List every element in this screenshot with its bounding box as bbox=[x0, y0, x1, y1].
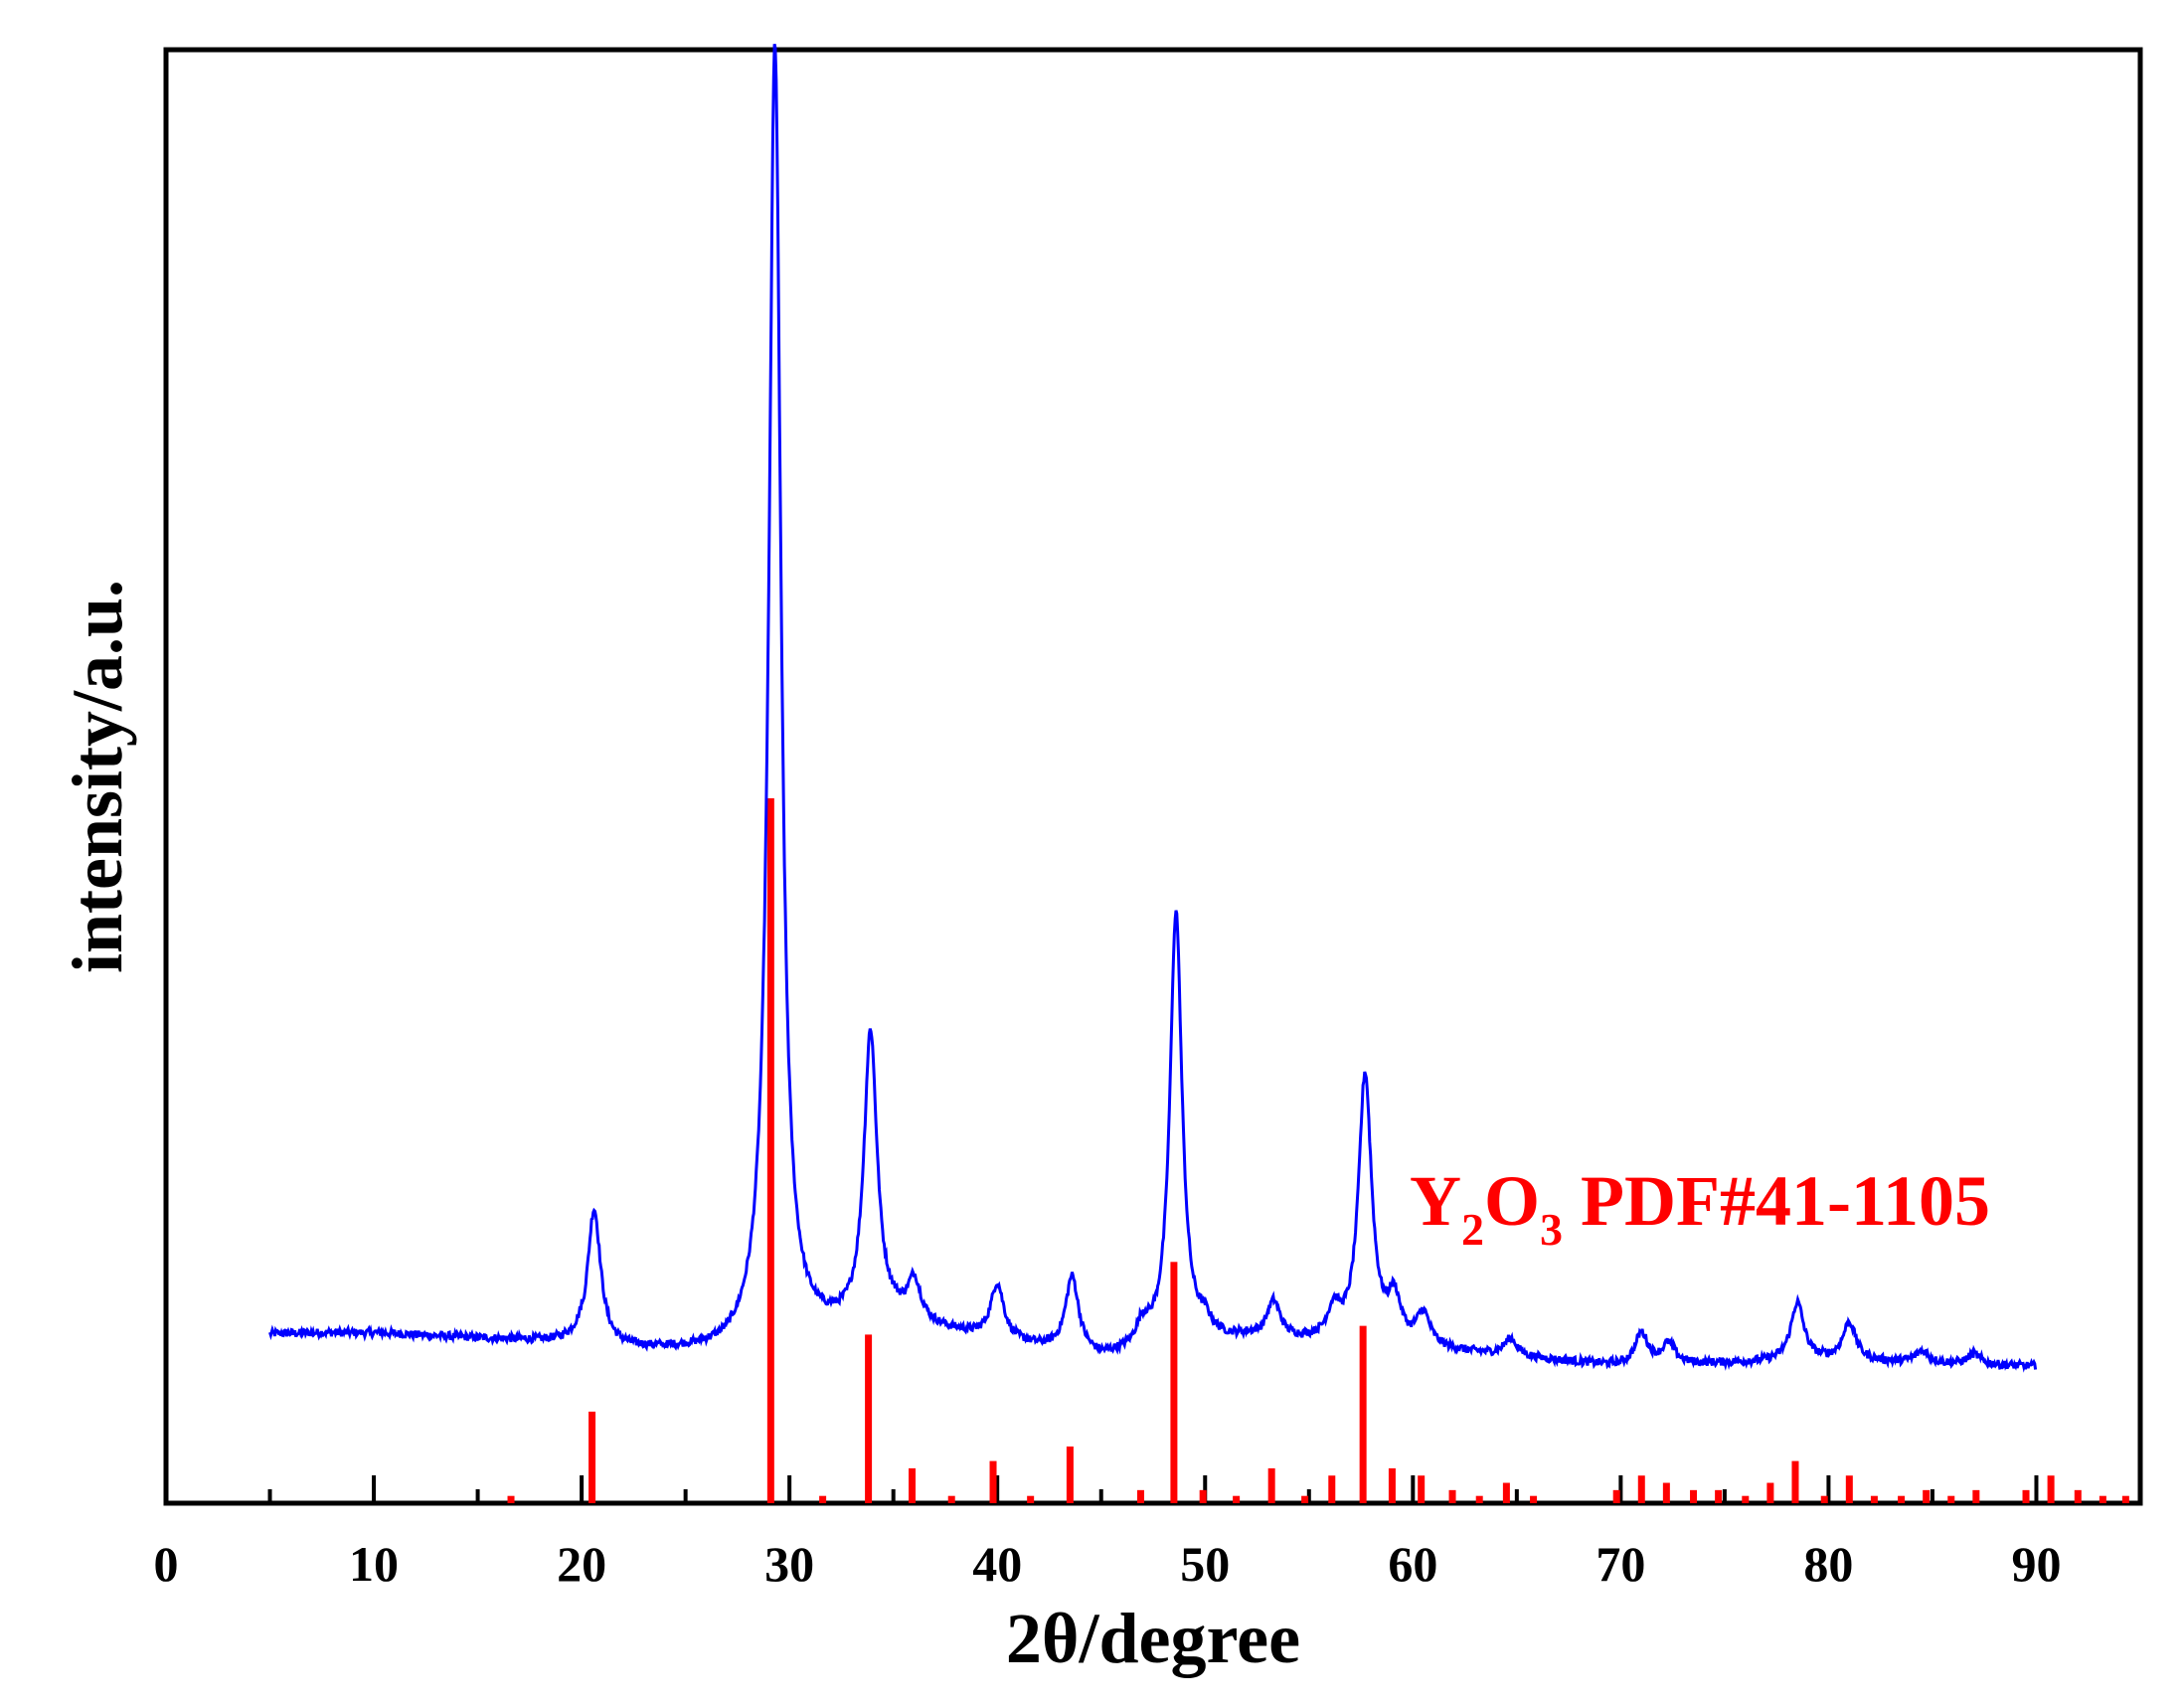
reference-bar bbox=[1662, 1482, 1670, 1503]
legend-y: Y bbox=[1410, 1161, 1461, 1241]
reference-bar bbox=[507, 1495, 515, 1503]
reference-bar bbox=[1027, 1495, 1035, 1503]
plot-frame bbox=[163, 47, 2143, 1506]
legend-sub-2: 2 bbox=[1461, 1204, 1484, 1255]
x-tick-label: 20 bbox=[557, 1536, 606, 1592]
reference-bar bbox=[1359, 1325, 1367, 1503]
x-tick-label: 70 bbox=[1596, 1536, 1645, 1592]
reference-bar bbox=[947, 1495, 955, 1503]
reference-bar bbox=[1170, 1262, 1178, 1503]
reference-bar bbox=[2121, 1495, 2129, 1503]
reference-bar bbox=[2022, 1489, 2030, 1503]
reference-bar bbox=[1136, 1489, 1144, 1503]
reference-bar bbox=[2074, 1489, 2082, 1503]
reference-bar bbox=[1475, 1495, 1483, 1503]
x-tick-labels: 0 10 20 30 40 50 60 70 80 90 bbox=[154, 1536, 2062, 1592]
x-tick-label: 80 bbox=[1803, 1536, 1853, 1592]
x-minor-ticks bbox=[267, 1489, 1934, 1503]
reference-bar bbox=[989, 1460, 997, 1503]
reference-bar bbox=[1301, 1495, 1309, 1503]
reference-bar bbox=[1923, 1489, 1931, 1503]
reference-bar bbox=[1418, 1475, 1426, 1503]
reference-bar bbox=[1612, 1489, 1620, 1503]
reference-bar bbox=[1715, 1489, 1723, 1503]
reference-bar bbox=[865, 1334, 873, 1503]
reference-bar bbox=[2099, 1495, 2106, 1503]
reference-bar bbox=[1328, 1475, 1336, 1503]
reference-bar bbox=[1388, 1467, 1396, 1503]
reference-bar bbox=[1947, 1495, 1955, 1503]
reference-bar bbox=[1066, 1446, 1074, 1503]
legend-label: Y2O3 PDF#41-1105 bbox=[1410, 1161, 1990, 1255]
x-tick-label: 50 bbox=[1180, 1536, 1230, 1592]
x-tick-label: 60 bbox=[1388, 1536, 1437, 1592]
reference-bar bbox=[766, 797, 774, 1503]
reference-bar bbox=[1820, 1495, 1828, 1503]
y-axis-title: intensity/a.u. bbox=[58, 580, 137, 973]
reference-bar bbox=[819, 1495, 827, 1503]
x-tick-label: 0 bbox=[154, 1536, 179, 1592]
x-tick-label: 10 bbox=[349, 1536, 399, 1592]
reference-bar bbox=[588, 1411, 596, 1503]
reference-bar bbox=[1972, 1489, 1980, 1503]
reference-bar bbox=[908, 1467, 916, 1503]
reference-bar bbox=[1199, 1489, 1207, 1503]
x-major-ticks bbox=[164, 1475, 2039, 1503]
xrd-pattern-line bbox=[268, 44, 2038, 1373]
reference-bar bbox=[1530, 1495, 1538, 1503]
reference-bar bbox=[1791, 1460, 1799, 1503]
reference-bar bbox=[1845, 1475, 1853, 1503]
reference-bar bbox=[1898, 1495, 1906, 1503]
reference-bars bbox=[507, 797, 2129, 1503]
reference-bar bbox=[1637, 1475, 1645, 1503]
reference-bar bbox=[1870, 1495, 1878, 1503]
x-tick-label: 90 bbox=[2011, 1536, 2061, 1592]
reference-bar bbox=[1742, 1495, 1750, 1503]
x-axis-title: 2θ/degree bbox=[1006, 1599, 1300, 1678]
legend-pdf: PDF#41-1105 bbox=[1563, 1161, 1990, 1241]
reference-bar bbox=[2047, 1475, 2055, 1503]
reference-bar bbox=[1766, 1482, 1774, 1503]
x-tick-label: 40 bbox=[972, 1536, 1022, 1592]
reference-bar bbox=[1233, 1495, 1241, 1503]
reference-bar bbox=[1690, 1489, 1698, 1503]
reference-bar bbox=[1502, 1482, 1510, 1503]
legend-sub-3: 3 bbox=[1540, 1204, 1563, 1255]
reference-bar bbox=[1448, 1489, 1456, 1503]
reference-bar bbox=[1267, 1467, 1275, 1503]
legend-o: O bbox=[1484, 1161, 1540, 1241]
x-tick-label: 30 bbox=[764, 1536, 814, 1592]
